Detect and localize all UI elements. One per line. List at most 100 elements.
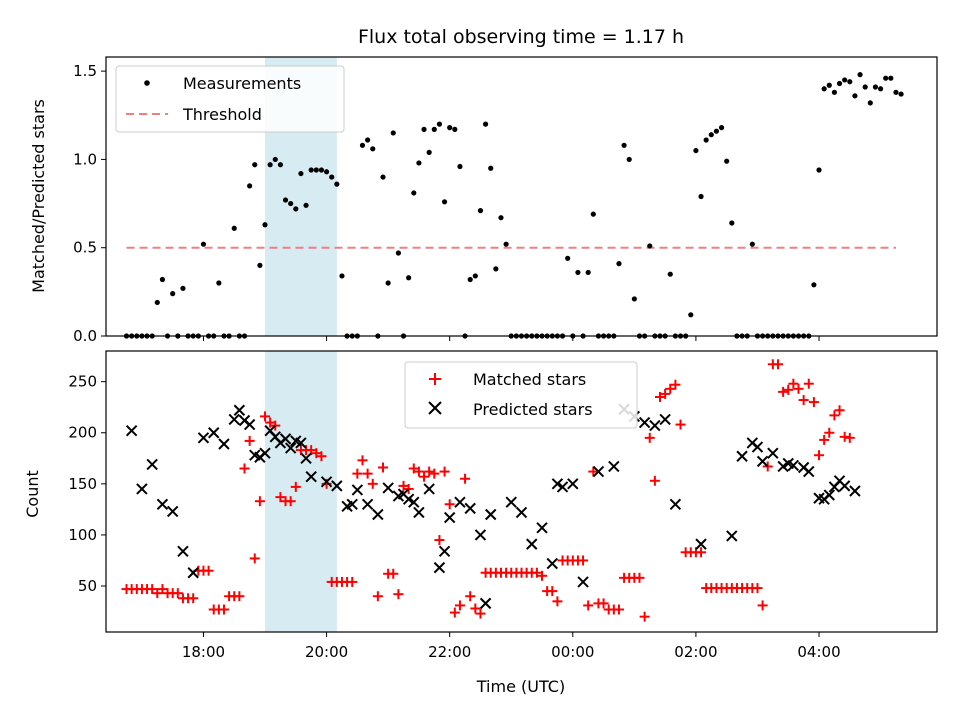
- predicted-x-b: [187, 567, 199, 579]
- matched-star-point: [172, 588, 183, 599]
- matched-star-point: [347, 576, 358, 587]
- predicted-x-b: [166, 505, 179, 518]
- predicted-star-point: [187, 567, 199, 579]
- predicted-star-point: [777, 460, 789, 473]
- predicted-star-point: [849, 485, 861, 497]
- predicted-x-b: [300, 452, 312, 464]
- bottom-x-tick-label: 04:00: [797, 643, 840, 661]
- matched-star-point: [670, 379, 681, 390]
- predicted-star-point: [767, 447, 779, 459]
- predicted-x-b: [351, 484, 364, 496]
- matched-star-point: [434, 535, 445, 546]
- matched-star-point: [793, 383, 804, 394]
- measurement-point: [626, 156, 632, 163]
- predicted-x-b: [669, 498, 682, 510]
- legend-predicted-label: Predicted stars: [473, 400, 593, 419]
- predicted-x-b: [259, 447, 271, 459]
- predicted-star-point: [649, 419, 661, 432]
- predicted-x-b: [243, 418, 256, 431]
- matched-star-point: [316, 451, 327, 462]
- matched-star-point: [393, 589, 404, 600]
- predicted-star-point: [464, 502, 476, 515]
- legend-matched-marker: [429, 373, 441, 385]
- chart-title: Flux total observing time = 1.17 h: [358, 26, 684, 48]
- legend-threshold-label: Threshold: [182, 105, 262, 124]
- predicted-x-b: [156, 498, 169, 510]
- predicted-x-b: [331, 480, 343, 492]
- measurement-point: [565, 255, 571, 261]
- top-y-tick-label: 1.5: [73, 62, 97, 80]
- measurement-point: [282, 197, 289, 203]
- predicted-x-b: [838, 480, 851, 492]
- matched-star-point: [367, 478, 378, 489]
- matched-star-point: [147, 584, 158, 595]
- predicted-x-b: [136, 483, 148, 495]
- measurement-point: [647, 243, 653, 249]
- legend-measurements-marker: [144, 80, 150, 86]
- predicted-star-point: [372, 508, 384, 521]
- matched-star-point: [537, 570, 548, 581]
- matched-star-point: [378, 462, 388, 473]
- matched-star-point: [660, 388, 671, 399]
- measurement-point: [575, 269, 581, 276]
- predicted-x-b: [228, 413, 240, 426]
- measurement-point: [816, 167, 822, 173]
- measurement-point: [498, 215, 504, 221]
- predicted-star-point: [208, 427, 220, 439]
- predicted-x-b: [813, 492, 825, 504]
- matched-star-point: [819, 434, 830, 445]
- predicted-x-b: [454, 496, 466, 508]
- predicted-x-b: [833, 475, 846, 487]
- measurement-point: [257, 262, 263, 268]
- matched-star-point: [218, 604, 229, 615]
- matched-star-point: [260, 411, 271, 422]
- predicted-star-point: [402, 493, 415, 505]
- matched-star-point: [613, 604, 624, 615]
- matched-star-point: [814, 450, 825, 461]
- measurement-point: [267, 162, 273, 168]
- predicted-x-b: [402, 493, 415, 505]
- measurement-point: [436, 121, 443, 127]
- matched-star-point: [203, 565, 214, 576]
- predicted-x-b: [751, 441, 764, 453]
- matched-star-point: [254, 496, 265, 507]
- predicted-star-point: [505, 496, 517, 508]
- predicted-star-point: [592, 465, 605, 478]
- predicted-star-point: [756, 455, 769, 468]
- measurement-point: [688, 312, 694, 318]
- measurement-point: [277, 162, 284, 168]
- measurement-point: [872, 84, 879, 90]
- measurement-point: [898, 91, 904, 97]
- predicted-star-point: [638, 416, 651, 429]
- matched-star-point: [588, 466, 599, 477]
- measurement-point: [247, 183, 253, 189]
- matched-star-point: [449, 607, 460, 618]
- predicted-star-point: [443, 511, 456, 524]
- measurement-point: [416, 160, 422, 166]
- bottom-y-tick-label: 50: [78, 577, 97, 595]
- matched-star-point: [829, 410, 840, 421]
- measurement-point: [867, 100, 873, 106]
- predicted-star-point: [659, 413, 671, 426]
- predicted-x-b: [659, 413, 671, 426]
- top-y-tick-label: 0.0: [73, 327, 97, 345]
- measurement-point: [503, 241, 509, 247]
- matched-star-point: [470, 603, 481, 614]
- measurement-point: [318, 167, 325, 173]
- predicted-star-point: [433, 561, 446, 574]
- predicted-x-b: [233, 404, 246, 416]
- matched-star-point: [778, 386, 789, 397]
- predicted-star-point: [838, 480, 851, 492]
- measurement-point: [713, 128, 720, 134]
- measurement-point: [395, 250, 401, 256]
- matched-star-point: [275, 492, 286, 503]
- matched-star-point: [311, 448, 322, 459]
- predicted-x-b: [295, 437, 307, 449]
- bottom-x-tick-label: 00:00: [551, 643, 594, 661]
- predicted-star-point: [551, 478, 564, 490]
- measurement-point: [323, 169, 330, 175]
- predicted-x-b: [269, 431, 281, 443]
- predicted-x-b: [218, 438, 230, 450]
- bottom-x-tick-label: 20:00: [305, 643, 348, 661]
- predicted-star-point: [608, 460, 620, 473]
